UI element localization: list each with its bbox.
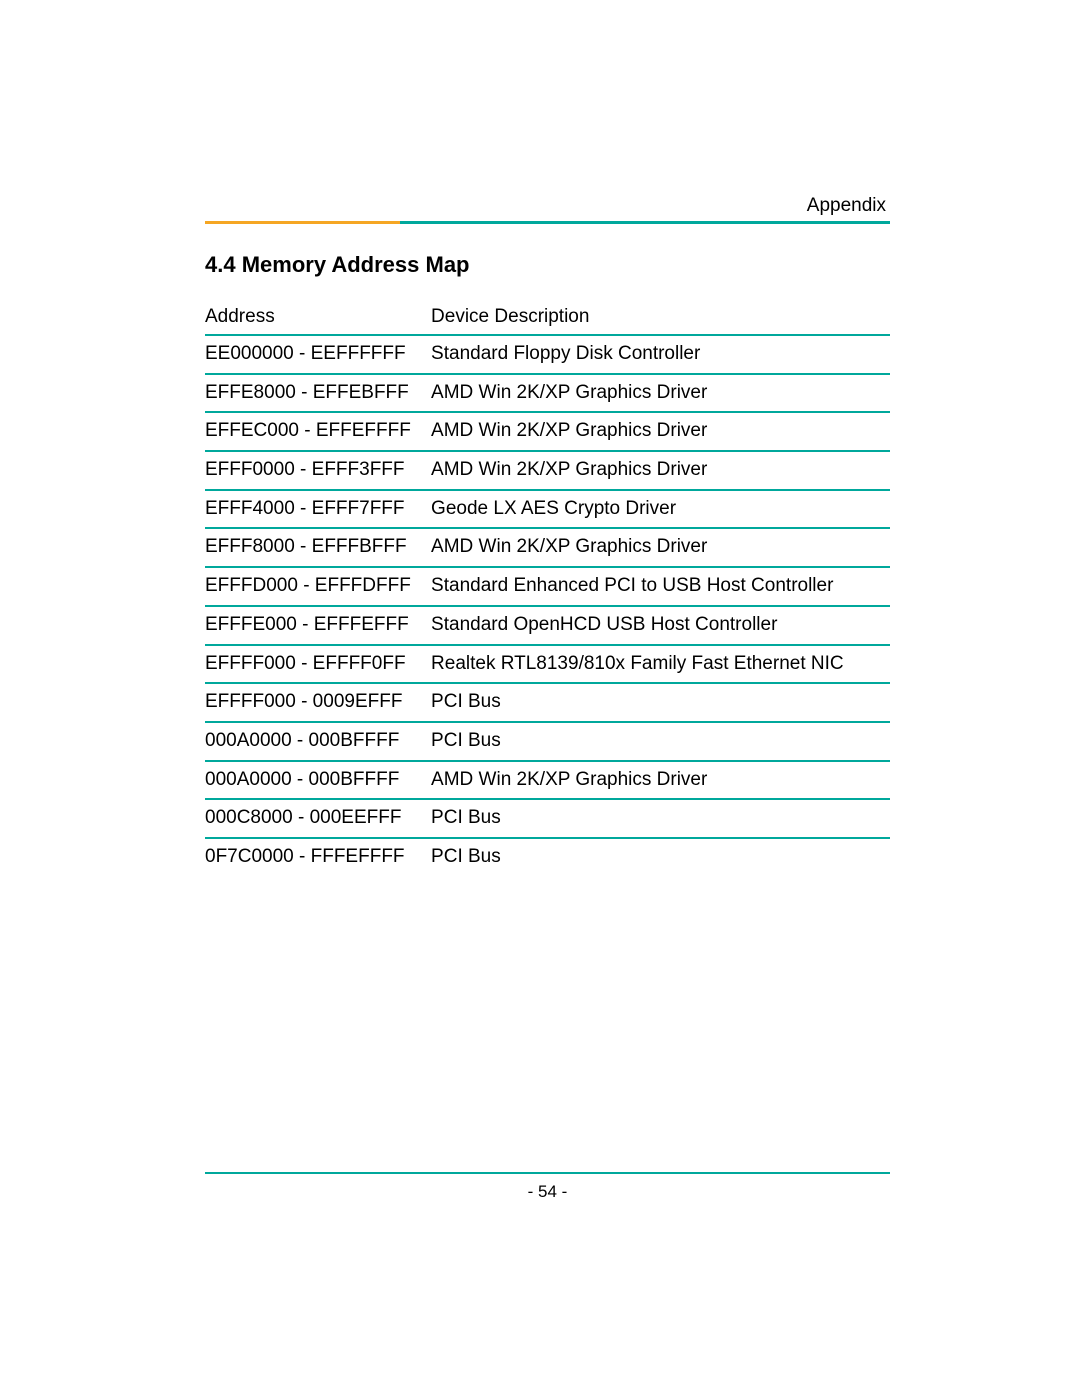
table-row: EFFE8000 - EFFEBFFF AMD Win 2K/XP Graphi… (205, 374, 890, 413)
header-rule-orange (205, 221, 400, 224)
cell-address: EFFFE000 - EFFFEFFF (205, 606, 431, 645)
footer-rule (205, 1172, 890, 1174)
table-row: EFFFD000 - EFFFDFFF Standard Enhanced PC… (205, 567, 890, 606)
table-row: 000A0000 - 000BFFFF PCI Bus (205, 722, 890, 761)
cell-address: EFFFF000 - 0009EFFF (205, 683, 431, 722)
cell-description: AMD Win 2K/XP Graphics Driver (431, 412, 890, 451)
column-header-address: Address (205, 300, 431, 335)
column-header-description: Device Description (431, 300, 890, 335)
cell-description: Standard Floppy Disk Controller (431, 335, 890, 374)
cell-description: Geode LX AES Crypto Driver (431, 490, 890, 529)
cell-description: PCI Bus (431, 722, 890, 761)
memory-address-table: Address Device Description EE000000 - EE… (205, 300, 890, 876)
cell-address: EFFF4000 - EFFF7FFF (205, 490, 431, 529)
cell-address: EFFEC000 - EFFEFFFF (205, 412, 431, 451)
cell-description: PCI Bus (431, 683, 890, 722)
page-number: - 54 - (205, 1182, 890, 1202)
table-row: EE000000 - EEFFFFFF Standard Floppy Disk… (205, 335, 890, 374)
cell-address: 0F7C0000 - FFFEFFFF (205, 838, 431, 876)
header-label: Appendix (205, 195, 890, 217)
table-row: EFFFE000 - EFFFEFFF Standard OpenHCD USB… (205, 606, 890, 645)
table-row: EFFF0000 - EFFF3FFF AMD Win 2K/XP Graphi… (205, 451, 890, 490)
cell-description: PCI Bus (431, 799, 890, 838)
cell-description: AMD Win 2K/XP Graphics Driver (431, 761, 890, 800)
cell-description: Realtek RTL8139/810x Family Fast Etherne… (431, 645, 890, 684)
cell-description: PCI Bus (431, 838, 890, 876)
cell-description: Standard Enhanced PCI to USB Host Contro… (431, 567, 890, 606)
cell-description: AMD Win 2K/XP Graphics Driver (431, 451, 890, 490)
cell-address: 000C8000 - 000EEFFF (205, 799, 431, 838)
page-header: Appendix (205, 195, 890, 224)
table-row: 000C8000 - 000EEFFF PCI Bus (205, 799, 890, 838)
table-row: EFFFF000 - 0009EFFF PCI Bus (205, 683, 890, 722)
cell-address: EFFFF000 - EFFFF0FF (205, 645, 431, 684)
cell-address: EFFF8000 - EFFFBFFF (205, 528, 431, 567)
cell-description: AMD Win 2K/XP Graphics Driver (431, 528, 890, 567)
table-row: 000A0000 - 000BFFFF AMD Win 2K/XP Graphi… (205, 761, 890, 800)
table-row: EFFEC000 - EFFEFFFF AMD Win 2K/XP Graphi… (205, 412, 890, 451)
header-rule (205, 221, 890, 224)
section-heading: 4.4 Memory Address Map (205, 252, 890, 278)
cell-address: EFFE8000 - EFFEBFFF (205, 374, 431, 413)
header-rule-teal (400, 221, 890, 224)
table-header-row: Address Device Description (205, 300, 890, 335)
cell-address: 000A0000 - 000BFFFF (205, 722, 431, 761)
cell-address: EE000000 - EEFFFFFF (205, 335, 431, 374)
table-row: EFFF4000 - EFFF7FFF Geode LX AES Crypto … (205, 490, 890, 529)
table-row: EFFF8000 - EFFFBFFF AMD Win 2K/XP Graphi… (205, 528, 890, 567)
cell-description: Standard OpenHCD USB Host Controller (431, 606, 890, 645)
table-row: 0F7C0000 - FFFEFFFF PCI Bus (205, 838, 890, 876)
table-row: EFFFF000 - EFFFF0FF Realtek RTL8139/810x… (205, 645, 890, 684)
cell-address: EFFF0000 - EFFF3FFF (205, 451, 431, 490)
cell-description: AMD Win 2K/XP Graphics Driver (431, 374, 890, 413)
cell-address: 000A0000 - 000BFFFF (205, 761, 431, 800)
cell-address: EFFFD000 - EFFFDFFF (205, 567, 431, 606)
document-page: Appendix 4.4 Memory Address Map Address … (0, 0, 1080, 1397)
page-footer: - 54 - (205, 1172, 890, 1202)
